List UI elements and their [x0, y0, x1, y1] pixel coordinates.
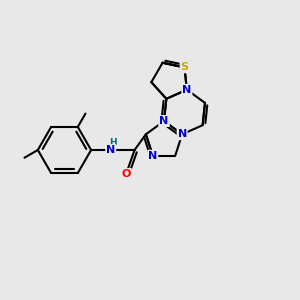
- Text: S: S: [181, 62, 188, 72]
- Text: N: N: [159, 116, 169, 126]
- Text: N: N: [106, 145, 116, 155]
- Text: N: N: [182, 85, 191, 95]
- Text: H: H: [109, 138, 117, 147]
- Text: N: N: [148, 151, 158, 160]
- Text: O: O: [122, 169, 131, 179]
- Text: N: N: [159, 116, 169, 126]
- Text: N: N: [178, 129, 187, 139]
